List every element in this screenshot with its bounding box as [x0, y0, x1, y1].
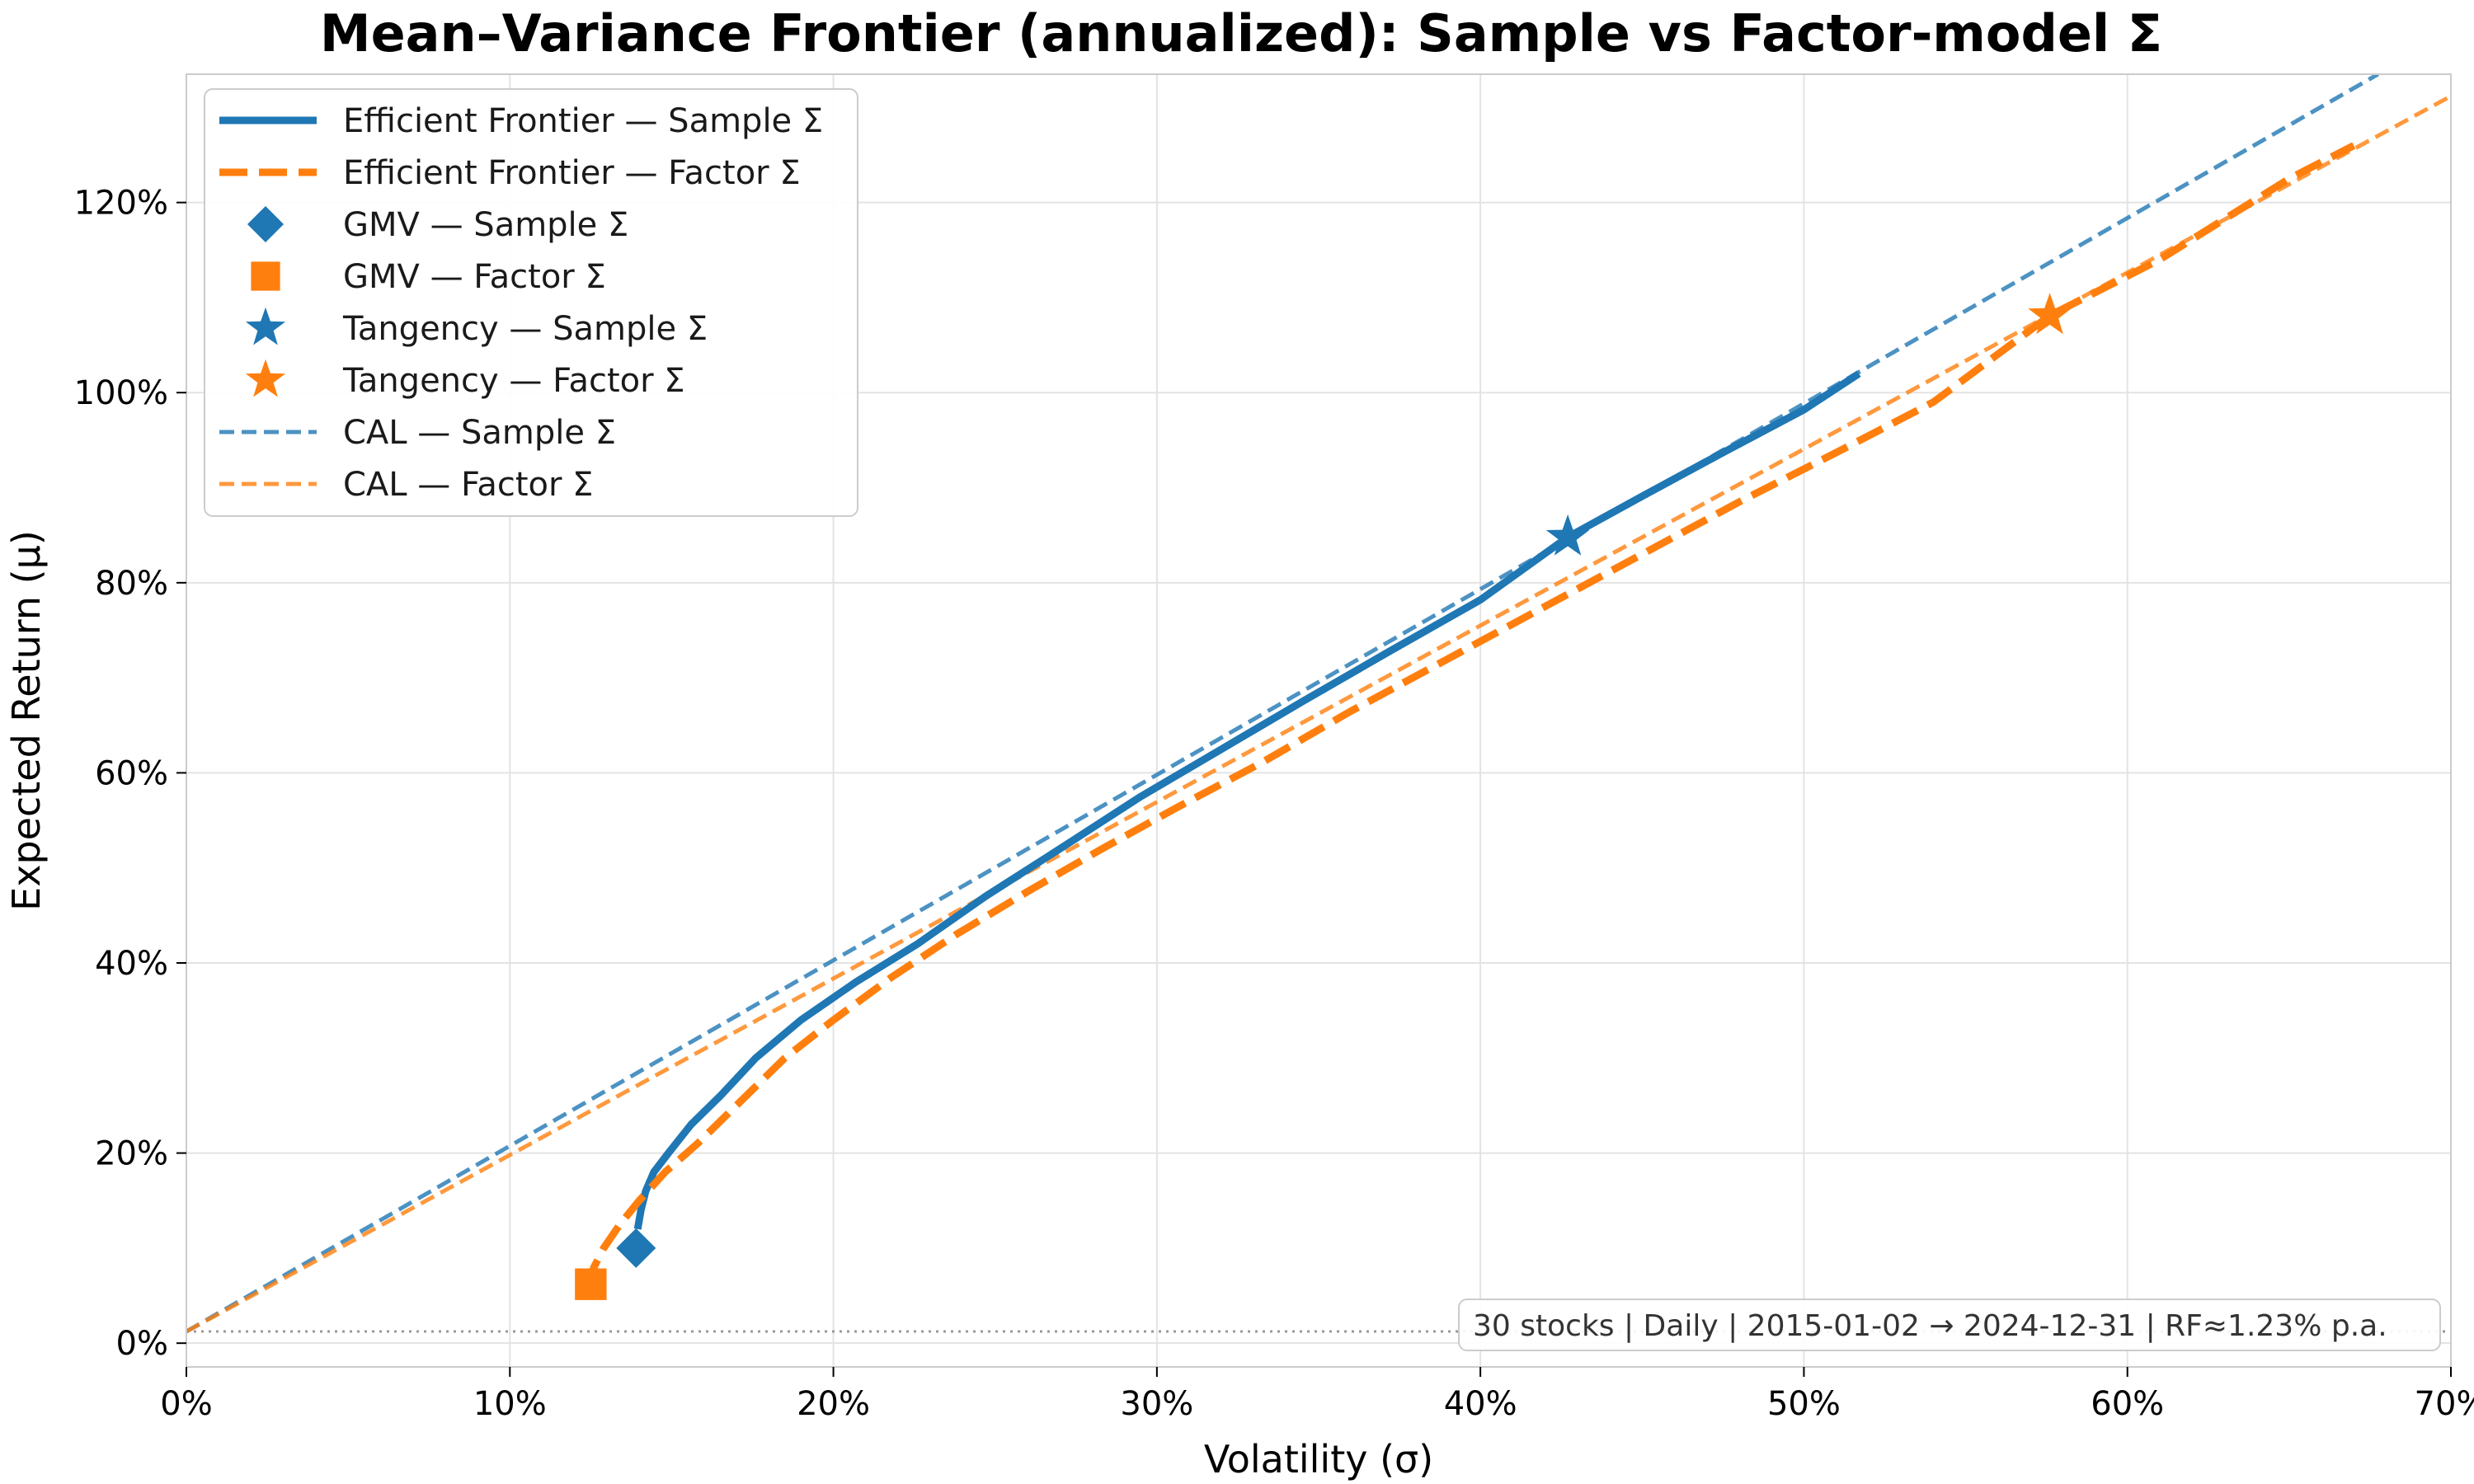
y-tick-label: 40%: [95, 945, 168, 983]
x-tick-label: 50%: [1767, 1385, 1841, 1423]
plot-frame: [186, 73, 2452, 1368]
legend-item: Tangency — Sample Σ: [245, 307, 708, 348]
y-tick-label: 100%: [74, 374, 168, 412]
legend-label: Efficient Frontier — Sample Σ: [343, 102, 823, 140]
legend-item: Efficient Frontier — Sample Σ: [219, 102, 823, 140]
annotation-box: 30 stocks | Daily | 2015-01-02 → 2024-12…: [1458, 1298, 2441, 1351]
x-tick-label: 60%: [2091, 1385, 2164, 1423]
legend-square-symbol: [251, 261, 280, 291]
x-tick-label: 30%: [1120, 1385, 1193, 1423]
x-axis-label: Volatility (σ): [1204, 1437, 1433, 1482]
x-tick-label: 0%: [160, 1385, 212, 1423]
x-tick-label: 70%: [2415, 1385, 2474, 1423]
y-tick-label: 0%: [116, 1325, 168, 1363]
y-axis: 0% 20% 40% 60% 80% 100% 120%: [74, 185, 186, 1363]
legend-star-symbol: [245, 359, 286, 397]
efficient-frontier-sample-sigma-line: [633, 370, 1861, 1230]
legend: Efficient Frontier — Sample Σ Efficient F…: [204, 88, 858, 517]
y-tick-label: 60%: [95, 754, 168, 792]
legend-label: GMV — Sample Σ: [343, 206, 628, 244]
y-axis-label: Expected Return (μ): [4, 530, 49, 911]
annotation-text: 30 stocks | Daily | 2015-01-02 → 2024-12…: [1473, 1309, 2387, 1343]
legend-label: CAL — Sample Σ: [343, 414, 616, 452]
x-tick-label: 40%: [1444, 1385, 1517, 1423]
legend-label: GMV — Factor Σ: [343, 258, 606, 296]
tangency-sample-sigma-marker: [1545, 514, 1590, 556]
y-tick-label: 80%: [95, 565, 168, 603]
efficient-frontier-factor-sigma-line: [584, 142, 2356, 1288]
y-tick-label: 120%: [74, 185, 168, 223]
legend-label: CAL — Factor Σ: [343, 466, 593, 504]
cal-sample-sigma-line: [186, 74, 2379, 1334]
legend-label: Efficient Frontier — Factor Σ: [343, 154, 801, 192]
legend-label: Tangency — Factor Σ: [342, 362, 685, 400]
legend-item: CAL — Factor Σ: [219, 466, 593, 504]
legend-item: CAL — Sample Σ: [219, 414, 616, 452]
x-tick-label: 10%: [473, 1385, 547, 1423]
legend-diamond-symbol: [247, 206, 284, 242]
tangency-factor-sigma-marker: [2028, 293, 2072, 335]
legend-item: GMV — Factor Σ: [251, 258, 606, 296]
gmv-factor-sigma-marker: [575, 1268, 607, 1300]
x-tick-label: 20%: [797, 1385, 870, 1423]
legend-label: Tangency — Sample Σ: [342, 310, 708, 348]
y-tick-label: 20%: [95, 1135, 168, 1173]
gmv-sample-sigma-marker: [616, 1228, 656, 1268]
legend-item: Efficient Frontier — Factor Σ: [219, 154, 801, 192]
legend-item: GMV — Sample Σ: [247, 206, 628, 244]
legend-star-symbol: [245, 307, 286, 345]
chart-title: Mean–Variance Frontier (annualized): Sam…: [320, 3, 2162, 63]
legend-item: Tangency — Factor Σ: [245, 359, 685, 400]
x-axis: 0% 10% 20% 30% 40% 50% 60% 70%: [160, 1367, 2474, 1423]
